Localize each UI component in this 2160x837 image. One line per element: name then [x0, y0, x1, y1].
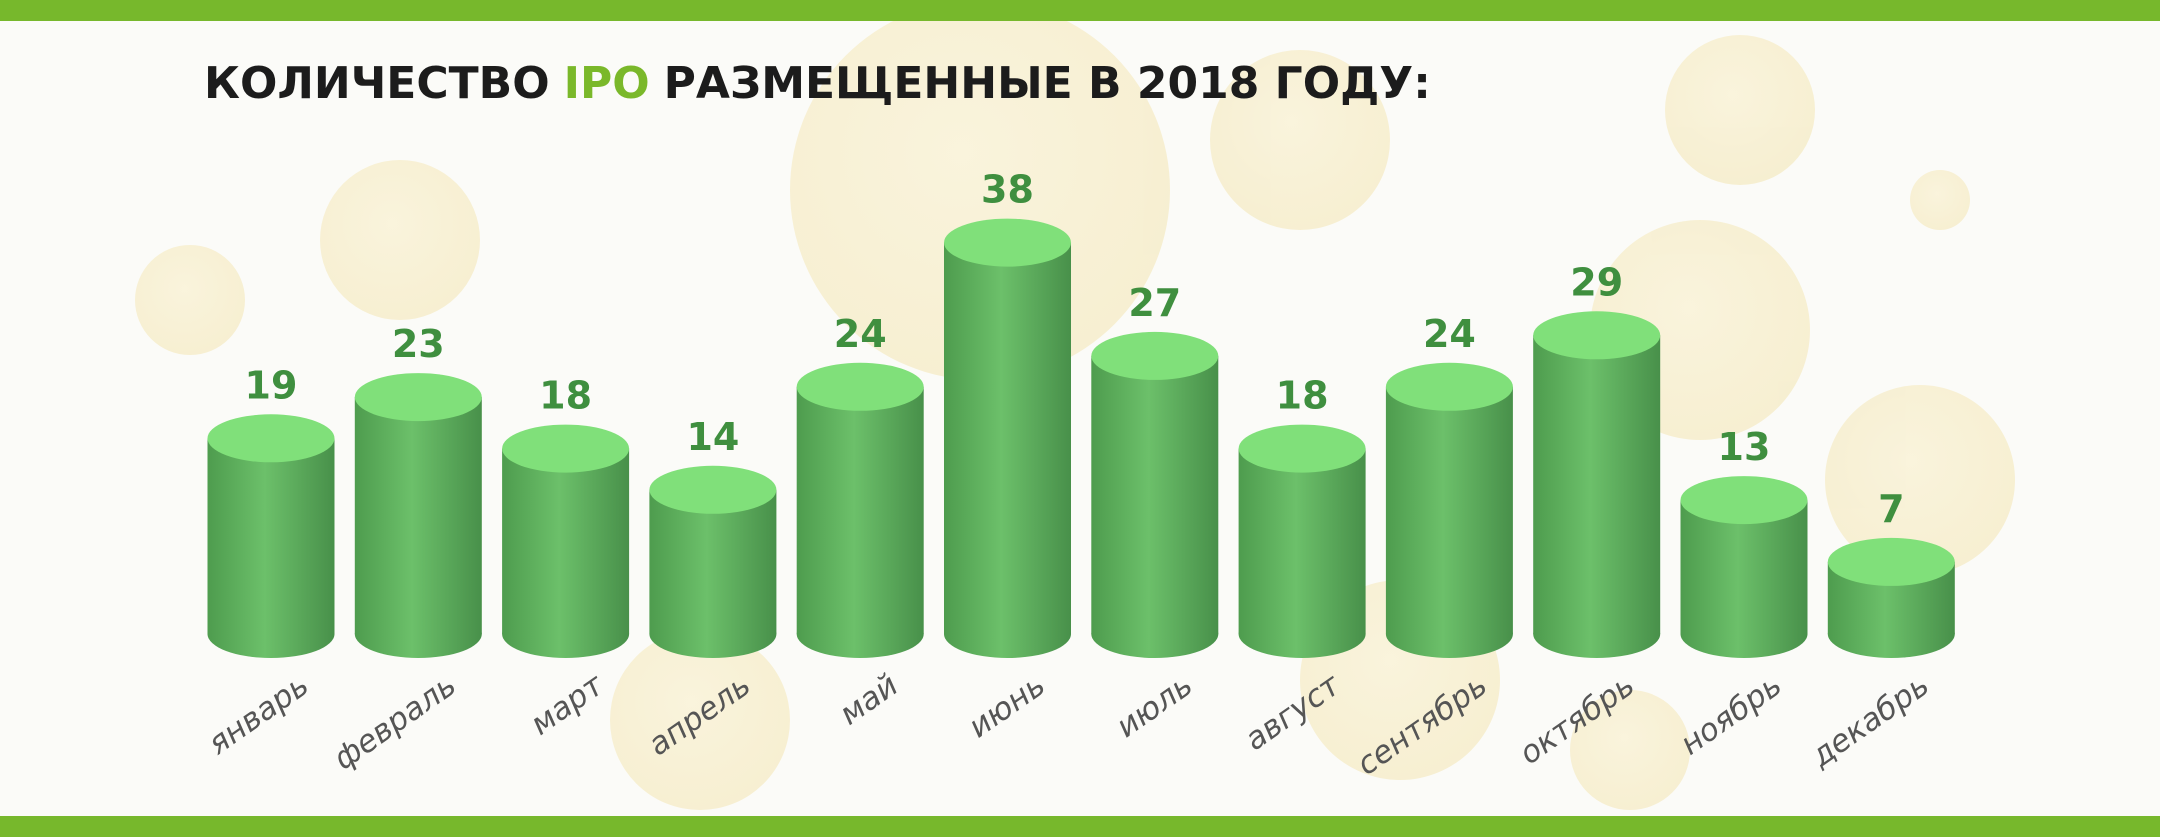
- title-highlight: IPO: [564, 58, 650, 109]
- bar: [649, 465, 777, 658]
- bar-body: [207, 438, 335, 634]
- value-label: 18: [1276, 374, 1329, 418]
- bar: [944, 218, 1071, 658]
- bar: [1827, 537, 1955, 658]
- bar-top: [649, 465, 777, 514]
- bar-body: [796, 386, 924, 634]
- value-label: 7: [1878, 487, 1904, 531]
- value-label: 27: [1128, 281, 1181, 325]
- title-part: КОЛИЧЕСТВО: [204, 58, 550, 109]
- bar-top: [1091, 331, 1219, 380]
- bar-top: [944, 218, 1071, 267]
- bar: [1533, 311, 1661, 658]
- value-label: 14: [686, 415, 739, 459]
- bar: [207, 414, 335, 658]
- bar: [1385, 362, 1513, 658]
- bar-top: [502, 424, 630, 473]
- bar-body: [649, 489, 777, 634]
- bar-body: [502, 448, 630, 634]
- bar-body: [1385, 386, 1513, 634]
- bar: [1091, 331, 1219, 658]
- bar-top: [1533, 311, 1661, 360]
- bar: [796, 362, 924, 658]
- bar: [502, 424, 630, 658]
- bottom-band: [0, 816, 2160, 837]
- value-label: 38: [981, 168, 1034, 212]
- bar-top: [1827, 537, 1955, 586]
- bar-top: [354, 373, 482, 422]
- value-label: 24: [1423, 312, 1476, 356]
- value-label: 29: [1570, 260, 1623, 304]
- bar-body: [354, 397, 482, 634]
- value-label: 24: [834, 312, 887, 356]
- value-label: 19: [245, 363, 298, 407]
- chart-title: КОЛИЧЕСТВО IPO РАЗМЕЩЕННЫЕ В 2018 ГОДУ:: [204, 58, 1431, 109]
- value-label: 13: [1718, 425, 1771, 469]
- bar-body: [944, 242, 1071, 634]
- bar-body: [1238, 448, 1366, 634]
- bar-top: [1238, 424, 1366, 473]
- bar-top: [1680, 476, 1808, 525]
- value-label: 23: [392, 322, 445, 366]
- bar-body: [1091, 355, 1219, 634]
- bar: [354, 373, 482, 658]
- bar-top: [796, 362, 924, 411]
- bar-body: [1533, 335, 1661, 634]
- bar: [1680, 476, 1808, 658]
- bar: [1238, 424, 1366, 658]
- value-label: 18: [539, 374, 592, 418]
- bar-top: [207, 414, 335, 463]
- title-part: РАЗМЕЩЕННЫЕ В 2018 ГОДУ:: [664, 58, 1431, 109]
- bar-top: [1385, 362, 1513, 411]
- top-band: [0, 0, 2160, 21]
